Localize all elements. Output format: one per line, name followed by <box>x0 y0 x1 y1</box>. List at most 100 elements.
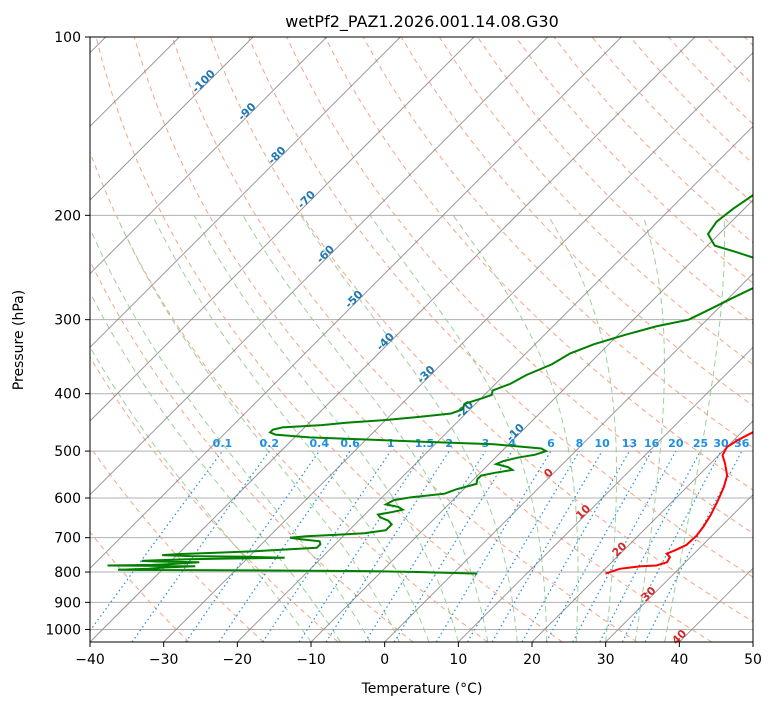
moist-adiabat <box>193 215 459 642</box>
isotherm-line <box>90 37 254 201</box>
y-tick-label: 100 <box>54 30 81 46</box>
mixing-ratio-label: 8 <box>576 437 584 450</box>
isotherm-line <box>310 199 753 642</box>
isotherm-line <box>457 346 753 642</box>
x-tick-label: −10 <box>296 652 326 668</box>
isotherm-line <box>163 51 753 642</box>
isotherm-line <box>90 37 696 642</box>
isotherm-line <box>752 641 753 642</box>
dry-adiabat <box>668 37 753 125</box>
dry-adiabat <box>171 37 712 642</box>
mixing-ratio-label: 1 <box>387 437 395 450</box>
y-tick-label: 300 <box>54 313 81 329</box>
dry-adiabat <box>744 37 753 47</box>
mixing-ratio-label: 25 <box>693 437 708 450</box>
dry-adiabat <box>706 37 753 86</box>
mixing-ratio-line <box>90 450 223 632</box>
isotherm-label: -50 <box>342 288 365 311</box>
x-tick-label: −30 <box>149 652 179 668</box>
mixing-ratio-label: 10 <box>594 437 610 450</box>
isotherm-label: -30 <box>414 363 437 386</box>
y-tick-label: 900 <box>54 595 81 611</box>
isotherm-line <box>90 37 475 422</box>
mixing-ratio-line <box>644 450 743 642</box>
dry-adiabat <box>95 37 563 642</box>
data-series <box>107 193 753 575</box>
x-tick-label: −20 <box>223 652 253 668</box>
dry-adiabat <box>90 150 488 642</box>
background-lines <box>90 37 753 642</box>
temperature-profile <box>605 430 753 575</box>
moist-adiabat <box>90 291 341 642</box>
dry-adiabat <box>400 37 753 407</box>
mixing-ratio-line <box>131 450 270 642</box>
mixing-ratio-line <box>435 450 552 642</box>
moist-adiabat <box>152 215 430 642</box>
mixing-ratio-line <box>545 450 653 642</box>
mixing-ratio-label: 36 <box>734 437 750 450</box>
y-axis-label: Pressure (hPa) <box>11 290 27 390</box>
isotherm-line <box>678 567 753 642</box>
dewpoint-profile <box>107 193 753 575</box>
mixing-ratio-line <box>262 450 392 642</box>
isotherm-label: -60 <box>314 242 337 265</box>
isotherm-line <box>90 37 622 570</box>
y-tick-label: 800 <box>54 565 81 581</box>
x-tick-label: 40 <box>670 652 688 668</box>
moist-adiabat <box>90 345 312 642</box>
isotherm-line <box>90 37 401 349</box>
mixing-ratio-line <box>298 450 425 642</box>
mixing-ratio-label: 0.1 <box>213 437 233 450</box>
isotherm-line <box>384 272 753 642</box>
mixing-ratio-line <box>218 450 351 642</box>
y-tick-label: 600 <box>54 491 81 507</box>
dry-adiabat <box>515 37 753 284</box>
moist-adiabat <box>300 215 518 642</box>
chart-title: wetPf2_PAZ1.2026.001.14.08.G30 <box>285 12 559 32</box>
x-tick-label: 10 <box>449 652 467 668</box>
y-tick-label: 400 <box>54 387 81 403</box>
isotherm-line <box>531 420 753 642</box>
mixing-ratio-line <box>185 450 320 642</box>
mixing-ratio-label: 0.4 <box>310 437 330 450</box>
moist-adiabat <box>547 215 617 642</box>
mixing-ratio-line <box>599 450 702 642</box>
mixing-ratio-label: 0.2 <box>260 437 280 450</box>
moist-adiabat <box>452 215 579 642</box>
y-tick-label: 200 <box>54 208 81 224</box>
dry-adiabat <box>248 37 753 578</box>
mixing-ratio-label: 20 <box>668 437 684 450</box>
mixing-ratio-line <box>572 450 677 642</box>
y-tick-label: 700 <box>54 531 81 547</box>
x-tick-label: 30 <box>597 652 615 668</box>
y-axis: 1000 900 800 700 600 500 400 300 200 100 <box>45 30 90 638</box>
moist-adiabat <box>634 215 665 642</box>
isotherm-label: 20 <box>610 539 630 559</box>
dry-adiabat <box>90 445 264 642</box>
x-tick-label: 20 <box>523 652 541 668</box>
moist-adiabat <box>664 215 726 642</box>
moist-adiabat <box>115 215 400 642</box>
isotherm-label: -90 <box>235 100 258 123</box>
plot-frame <box>89 36 754 643</box>
isotherm-label: -70 <box>295 188 318 211</box>
mixing-ratio-label: 0.6 <box>340 437 360 450</box>
x-tick-label: 0 <box>380 652 389 668</box>
mixing-ratio-label: 6 <box>547 437 555 450</box>
isotherm-line <box>605 493 753 642</box>
x-axis: −40 −30 −20 −10 0 10 20 30 40 50 <box>75 642 762 668</box>
isotherm-label: -100 <box>189 67 218 96</box>
moist-adiabat <box>369 215 548 642</box>
isotherm-line <box>236 125 753 642</box>
dry-adiabat <box>90 356 339 642</box>
isotherm-line <box>90 37 549 496</box>
mixing-ratio-labels: 0.1 0.2 0.4 0.6 1 1.5 2 3 4 6 8 10 13 16 20 25 30 36 <box>213 437 750 450</box>
isotherm-label: -80 <box>265 144 288 167</box>
mixing-ratio-line <box>466 450 580 642</box>
mixing-ratio-label: 30 <box>713 437 729 450</box>
x-tick-label: 50 <box>744 652 762 668</box>
dry-adiabat <box>90 259 414 642</box>
y-tick-label: 500 <box>54 444 81 460</box>
mixing-ratio-label: 1.5 <box>415 437 435 450</box>
